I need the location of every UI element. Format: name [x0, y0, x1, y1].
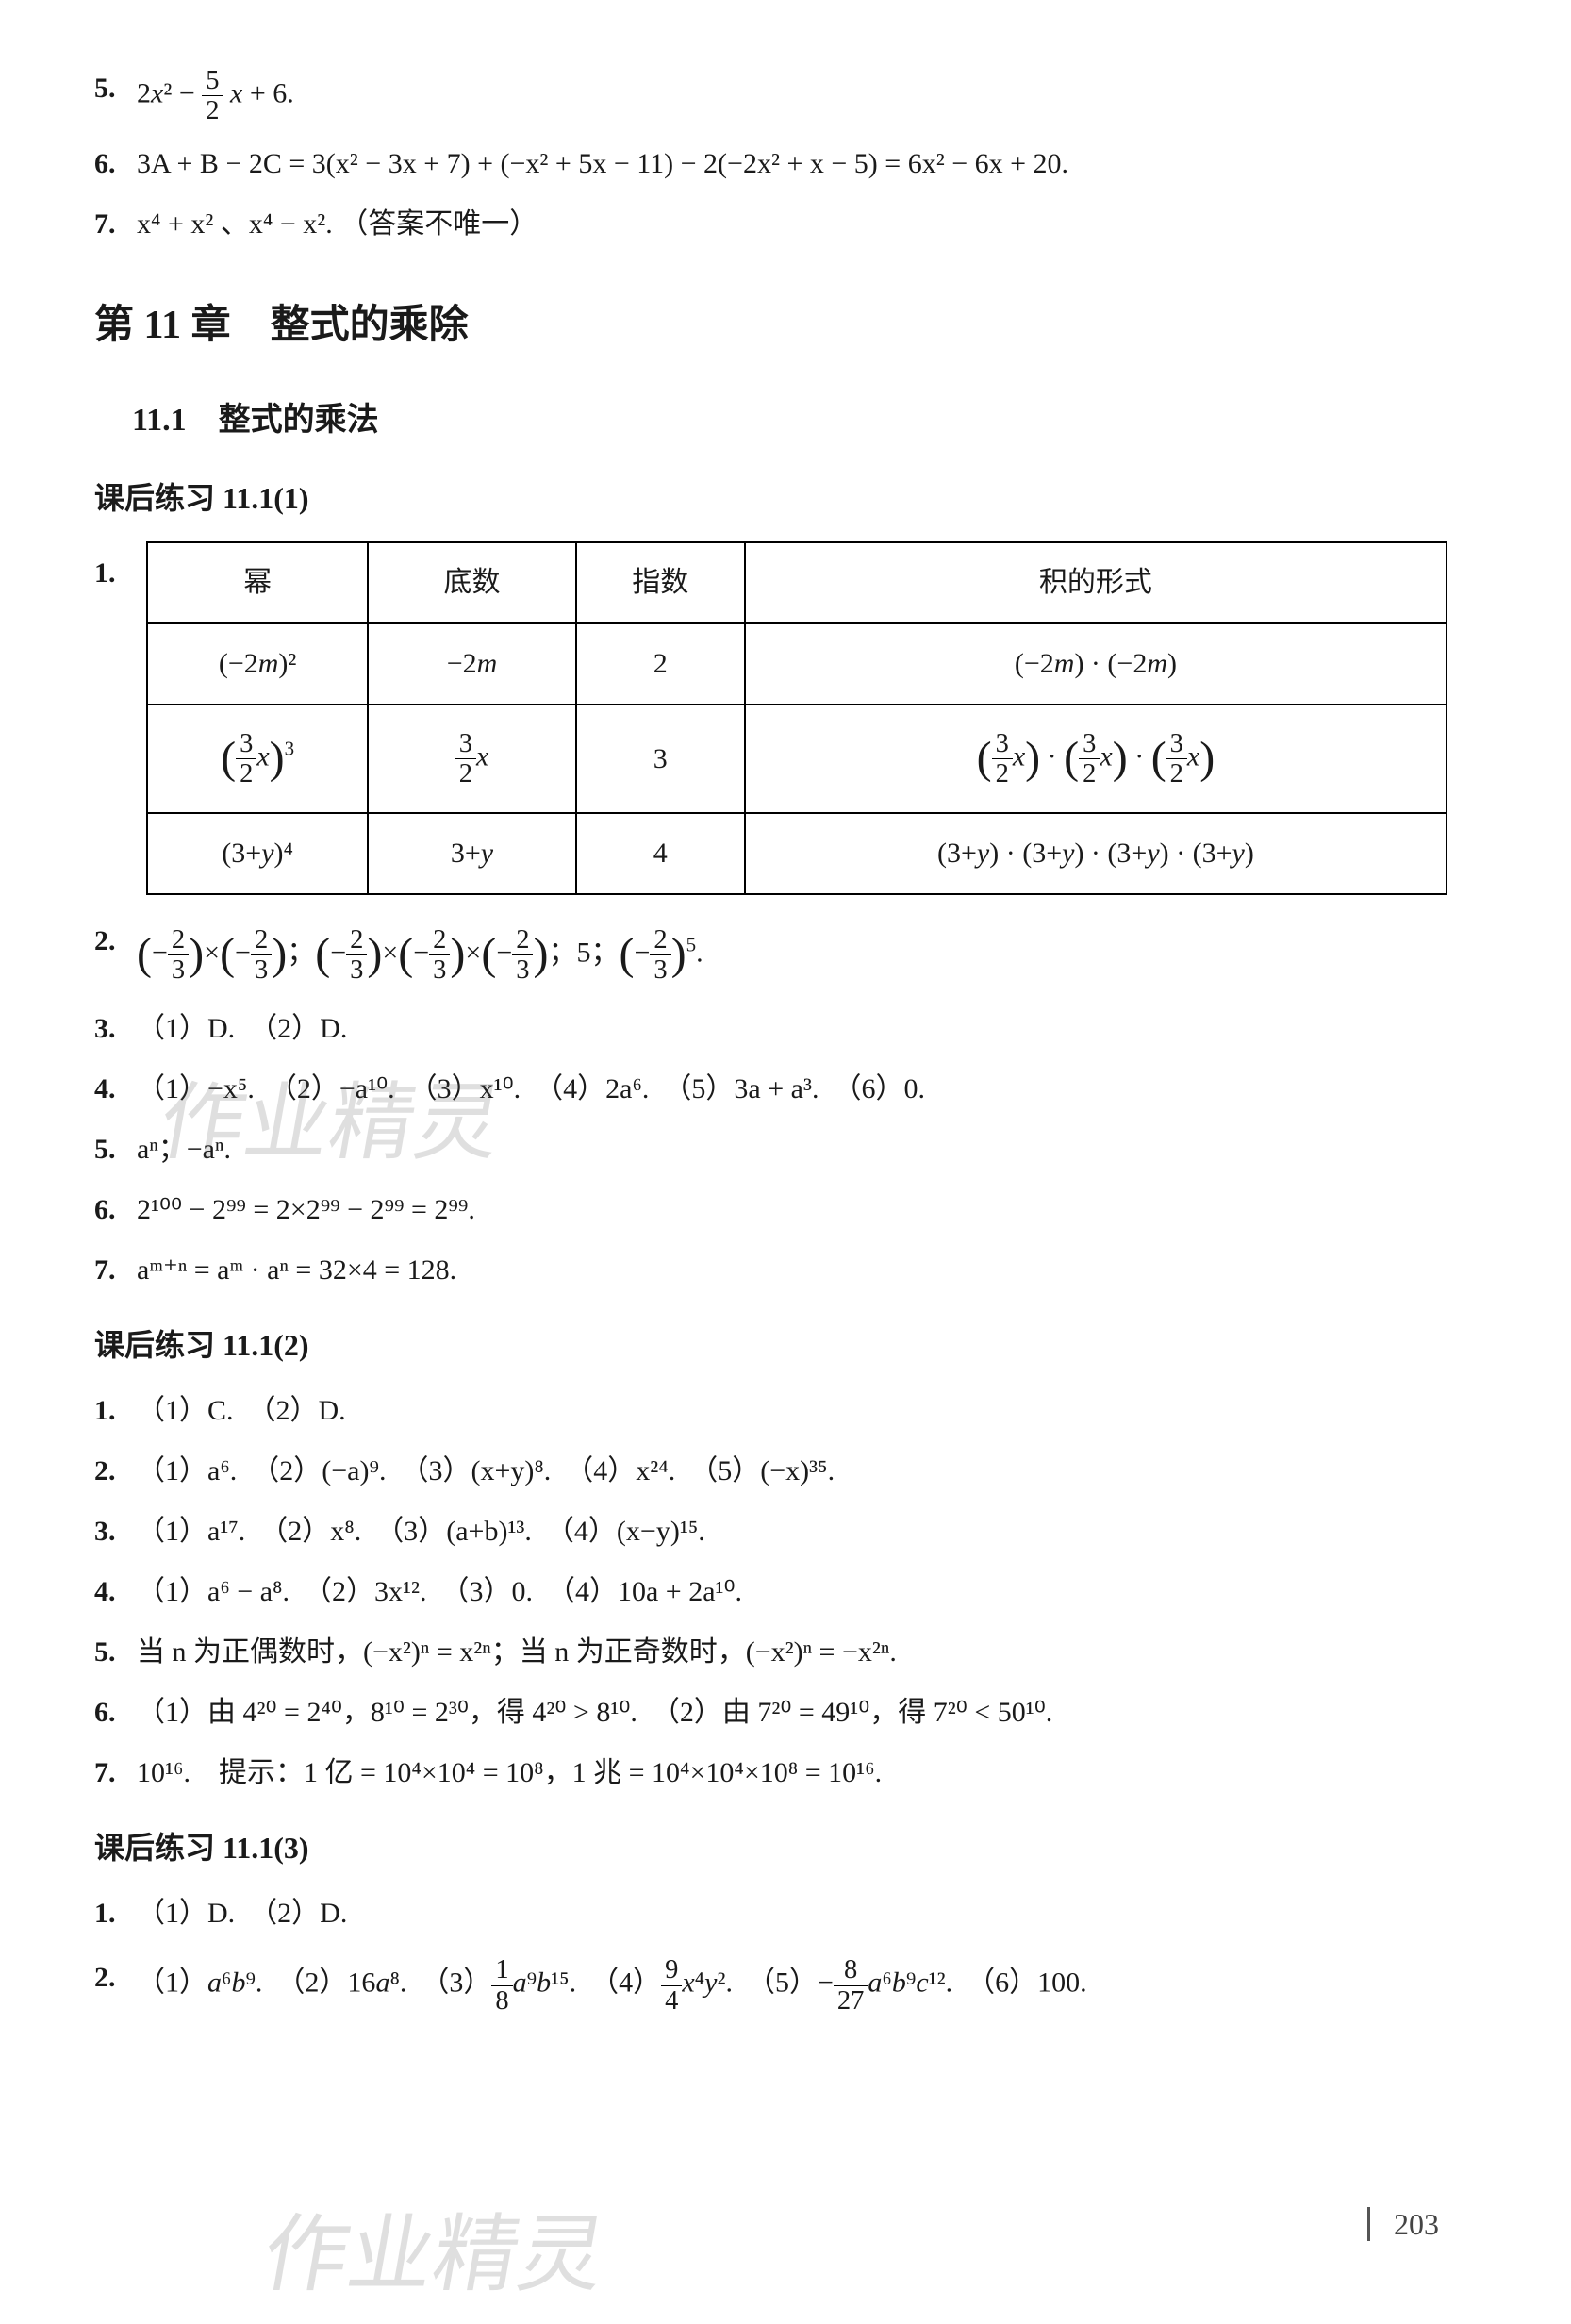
problem-content: (−23)×(−23)；(−23)×(−23)×(−23)；5；(−23)5. — [137, 919, 1477, 991]
problem-number: 3. — [94, 1006, 137, 1052]
table-cell: (−2m)² — [147, 623, 368, 705]
page-number-container: 203 — [1367, 2200, 1439, 2249]
problem-content: 2¹⁰⁰ − 2⁹⁹ = 2×2⁹⁹ − 2⁹⁹ = 2⁹⁹. — [137, 1187, 1477, 1233]
problem-5: 5. 2x² − 52 x + 6. — [94, 66, 1477, 126]
table-row: (3+y)⁴ 3+y 4 (3+y) · (3+y) · (3+y) · (3+… — [147, 813, 1447, 894]
col-power: 幂 — [147, 542, 368, 623]
e3-problem-2: 2. （1）a⁶b⁹. （2）16a⁸. （3）18a⁹b¹⁵. （4）94x⁴… — [94, 1955, 1477, 2016]
problem-content: 10¹⁶. 提示：1 亿 = 10⁴×10⁴ = 10⁸，1 兆 = 10⁴×1… — [137, 1751, 1477, 1796]
col-product: 积的形式 — [745, 542, 1447, 623]
problem-number: 1. — [94, 551, 137, 596]
table-cell: (−2m) · (−2m) — [745, 623, 1447, 705]
table-cell: 2 — [576, 623, 745, 705]
table-cell: 3+y — [368, 813, 575, 894]
e2-problem-3: 3. （1）a¹⁷. （2）x⁸. （3）(a+b)¹³. （4）(x−y)¹⁵… — [94, 1509, 1477, 1554]
problem-content: （1）a⁶. （2）(−a)⁹. （3）(x+y)⁸. （4）x²⁴. （5）(… — [137, 1449, 1477, 1494]
exercise-title-1: 课后练习 11.1(1) — [94, 474, 1477, 523]
e2-problem-5: 5. 当 n 为正偶数时，(−x²)ⁿ = x²ⁿ；当 n 为正奇数时，(−x²… — [94, 1630, 1477, 1675]
table-cell: 3 — [576, 705, 745, 813]
problem-number: 2. — [94, 919, 137, 964]
e2-problem-7: 7. 10¹⁶. 提示：1 亿 = 10⁴×10⁴ = 10⁸，1 兆 = 10… — [94, 1751, 1477, 1796]
e1-problem-7: 7. aᵐ⁺ⁿ = aᵐ · aⁿ = 32×4 = 128. — [94, 1248, 1477, 1293]
problem-number: 5. — [94, 66, 137, 111]
table-cell: (3+y) · (3+y) · (3+y) · (3+y) — [745, 813, 1447, 894]
problem-content: （1）由 4²⁰ = 2⁴⁰，8¹⁰ = 2³⁰，得 4²⁰ > 8¹⁰. （2… — [137, 1690, 1477, 1735]
problem-content: （1）a⁶b⁹. （2）16a⁸. （3）18a⁹b¹⁵. （4）94x⁴y².… — [137, 1955, 1477, 2016]
problem-content: aⁿ；−aⁿ. — [137, 1127, 1477, 1172]
problem-number: 6. — [94, 1690, 137, 1735]
problem-number: 6. — [94, 1187, 137, 1233]
watermark-bottom: 作业精灵 — [252, 2188, 615, 2324]
problem-1-table-wrapper: 1. 幂 底数 指数 积的形式 (−2m)² −2m 2 (−2m) · (−2… — [94, 541, 1477, 895]
col-base: 底数 — [368, 542, 575, 623]
problem-content: （1）D. （2）D. — [137, 1891, 1477, 1936]
problem-content: （1）−x⁵. （2）−a¹⁰. （3）x¹⁰. （4）2a⁶. （5）3a +… — [137, 1067, 1477, 1112]
e3-problem-1: 1. （1）D. （2）D. — [94, 1891, 1477, 1936]
col-exponent: 指数 — [576, 542, 745, 623]
problem-7: 7. x⁴ + x² 、x⁴ − x². （答案不唯一） — [94, 202, 1477, 247]
table-header-row: 幂 底数 指数 积的形式 — [147, 542, 1447, 623]
e2-problem-2: 2. （1）a⁶. （2）(−a)⁹. （3）(x+y)⁸. （4）x²⁴. （… — [94, 1449, 1477, 1494]
table-cell: (32x)3 — [147, 705, 368, 813]
problem-content: 3A + B − 2C = 3(x² − 3x + 7) + (−x² + 5x… — [137, 141, 1477, 187]
problem-content: x⁴ + x² 、x⁴ − x². （答案不唯一） — [137, 202, 1477, 247]
e2-problem-6: 6. （1）由 4²⁰ = 2⁴⁰，8¹⁰ = 2³⁰，得 4²⁰ > 8¹⁰.… — [94, 1690, 1477, 1735]
problem-number: 1. — [94, 1388, 137, 1434]
problem-number: 5. — [94, 1630, 137, 1675]
power-table: 幂 底数 指数 积的形式 (−2m)² −2m 2 (−2m) · (−2m) … — [146, 541, 1447, 895]
problem-6: 6. 3A + B − 2C = 3(x² − 3x + 7) + (−x² +… — [94, 141, 1477, 187]
table-cell: 32x — [368, 705, 575, 813]
exercise-title-2: 课后练习 11.1(2) — [94, 1321, 1477, 1370]
problem-content: （1）D. （2）D. — [137, 1006, 1477, 1052]
table-cell: −2m — [368, 623, 575, 705]
e1-problem-6: 6. 2¹⁰⁰ − 2⁹⁹ = 2×2⁹⁹ − 2⁹⁹ = 2⁹⁹. — [94, 1187, 1477, 1233]
problem-number: 6. — [94, 141, 137, 187]
table-cell: (3+y)⁴ — [147, 813, 368, 894]
problem-number: 4. — [94, 1067, 137, 1112]
table-cell: 4 — [576, 813, 745, 894]
problem-content: aᵐ⁺ⁿ = aᵐ · aⁿ = 32×4 = 128. — [137, 1248, 1477, 1293]
problem-number: 2. — [94, 1955, 137, 2000]
table-cell: (32x) · (32x) · (32x) — [745, 705, 1447, 813]
e1-problem-5: 5. aⁿ；−aⁿ. — [94, 1127, 1477, 1172]
problem-content: （1）C. （2）D. — [137, 1388, 1477, 1434]
problem-content: 2x² − 52 x + 6. — [137, 66, 1477, 126]
problem-number: 2. — [94, 1449, 137, 1494]
page-number: 203 — [1367, 2207, 1439, 2241]
problem-content: （1）a⁶ − a⁸. （2）3x¹². （3）0. （4）10a + 2a¹⁰… — [137, 1569, 1477, 1615]
problem-content: （1）a¹⁷. （2）x⁸. （3）(a+b)¹³. （4）(x−y)¹⁵. — [137, 1509, 1477, 1554]
section-title: 11.1 整式的乘法 — [132, 395, 1477, 446]
e2-problem-1: 1. （1）C. （2）D. — [94, 1388, 1477, 1434]
problem-number: 1. — [94, 1891, 137, 1936]
problem-number: 5. — [94, 1127, 137, 1172]
e2-problem-4: 4. （1）a⁶ − a⁸. （2）3x¹². （3）0. （4）10a + 2… — [94, 1569, 1477, 1615]
problem-number: 4. — [94, 1569, 137, 1615]
problem-number: 7. — [94, 1248, 137, 1293]
exercise-title-3: 课后练习 11.1(3) — [94, 1824, 1477, 1872]
problem-number: 7. — [94, 1751, 137, 1796]
problem-number: 7. — [94, 202, 137, 247]
e1-problem-4: 4. （1）−x⁵. （2）−a¹⁰. （3）x¹⁰. （4）2a⁶. （5）3… — [94, 1067, 1477, 1112]
e1-problem-3: 3. （1）D. （2）D. — [94, 1006, 1477, 1052]
table-row: (−2m)² −2m 2 (−2m) · (−2m) — [147, 623, 1447, 705]
problem-content: 当 n 为正偶数时，(−x²)ⁿ = x²ⁿ；当 n 为正奇数时，(−x²)ⁿ … — [137, 1630, 1477, 1675]
chapter-title: 第 11 章 整式的乘除 — [94, 294, 1477, 357]
e1-problem-2: 2. (−23)×(−23)；(−23)×(−23)×(−23)；5；(−23)… — [94, 919, 1477, 991]
problem-number: 3. — [94, 1509, 137, 1554]
table-row: (32x)3 32x 3 (32x) · (32x) · (32x) — [147, 705, 1447, 813]
